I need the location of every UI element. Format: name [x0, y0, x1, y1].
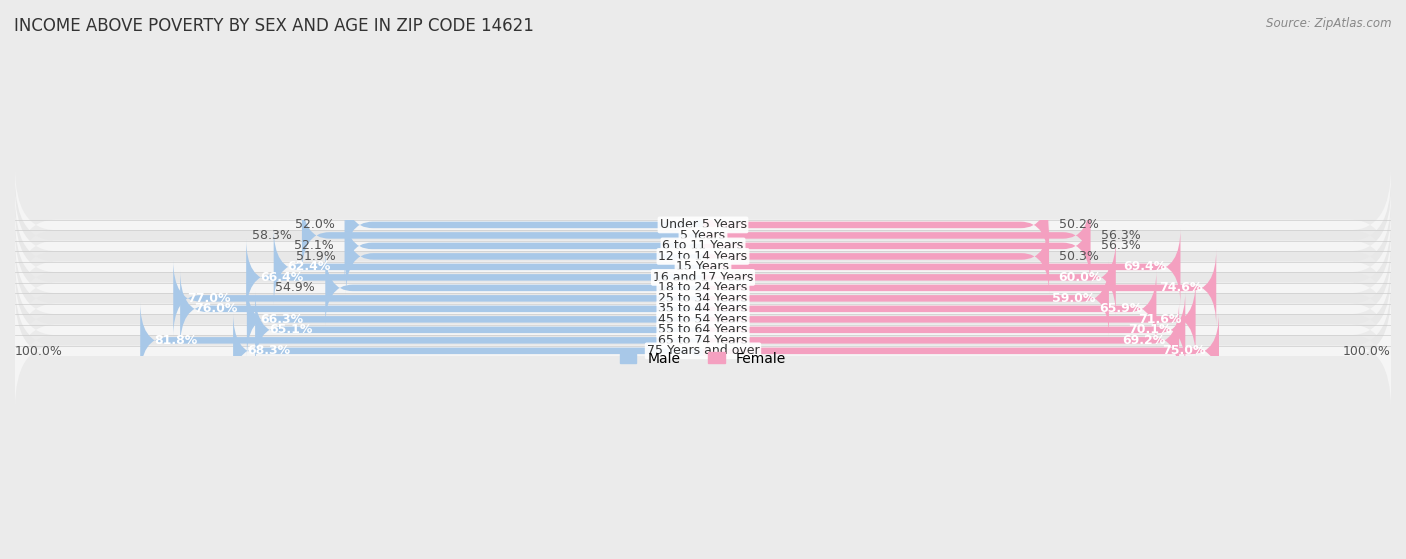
- Text: 54.9%: 54.9%: [276, 281, 315, 295]
- FancyBboxPatch shape: [141, 302, 703, 379]
- FancyBboxPatch shape: [302, 197, 703, 274]
- FancyBboxPatch shape: [15, 241, 1391, 356]
- FancyBboxPatch shape: [346, 186, 703, 264]
- Text: 15 Years: 15 Years: [676, 260, 730, 273]
- Text: 5 Years: 5 Years: [681, 229, 725, 242]
- Text: 70.1%: 70.1%: [1128, 323, 1171, 337]
- FancyBboxPatch shape: [15, 283, 1391, 398]
- Text: 18 to 24 Years: 18 to 24 Years: [658, 281, 748, 295]
- Text: 35 to 44 Years: 35 to 44 Years: [658, 302, 748, 315]
- Text: 68.3%: 68.3%: [247, 344, 290, 357]
- Text: 100.0%: 100.0%: [15, 345, 63, 358]
- FancyBboxPatch shape: [15, 230, 1391, 345]
- Text: 71.6%: 71.6%: [1139, 313, 1182, 326]
- Text: 66.3%: 66.3%: [260, 313, 304, 326]
- FancyBboxPatch shape: [325, 249, 703, 326]
- FancyBboxPatch shape: [15, 272, 1391, 387]
- Text: 6 to 11 Years: 6 to 11 Years: [662, 239, 744, 253]
- FancyBboxPatch shape: [703, 228, 1181, 306]
- Text: 65 to 74 Years: 65 to 74 Years: [658, 334, 748, 347]
- FancyBboxPatch shape: [254, 291, 703, 368]
- Text: 60.0%: 60.0%: [1059, 271, 1102, 284]
- Text: 75.0%: 75.0%: [1161, 344, 1205, 357]
- FancyBboxPatch shape: [246, 239, 703, 316]
- FancyBboxPatch shape: [703, 186, 1049, 264]
- Text: 52.1%: 52.1%: [294, 239, 335, 253]
- FancyBboxPatch shape: [15, 178, 1391, 293]
- Text: 81.8%: 81.8%: [155, 334, 197, 347]
- FancyBboxPatch shape: [703, 291, 1185, 368]
- FancyBboxPatch shape: [703, 312, 1219, 390]
- Text: 56.3%: 56.3%: [1101, 229, 1140, 242]
- Text: Under 5 Years: Under 5 Years: [659, 219, 747, 231]
- FancyBboxPatch shape: [346, 217, 703, 295]
- Text: 65.1%: 65.1%: [269, 323, 312, 337]
- FancyBboxPatch shape: [233, 312, 703, 390]
- Text: 51.9%: 51.9%: [295, 250, 336, 263]
- Text: 50.3%: 50.3%: [1059, 250, 1099, 263]
- FancyBboxPatch shape: [703, 281, 1195, 358]
- FancyBboxPatch shape: [344, 207, 703, 285]
- FancyBboxPatch shape: [703, 260, 1109, 337]
- Text: Source: ZipAtlas.com: Source: ZipAtlas.com: [1267, 17, 1392, 30]
- FancyBboxPatch shape: [703, 197, 1090, 274]
- Text: 12 to 14 Years: 12 to 14 Years: [658, 250, 748, 263]
- Text: 55 to 64 Years: 55 to 64 Years: [658, 323, 748, 337]
- Text: 52.0%: 52.0%: [295, 219, 335, 231]
- Text: 59.0%: 59.0%: [1052, 292, 1095, 305]
- FancyBboxPatch shape: [15, 188, 1391, 304]
- Text: 74.6%: 74.6%: [1159, 281, 1202, 295]
- Legend: Male, Female: Male, Female: [620, 352, 786, 366]
- FancyBboxPatch shape: [15, 293, 1391, 409]
- Text: 69.2%: 69.2%: [1122, 334, 1166, 347]
- FancyBboxPatch shape: [15, 262, 1391, 377]
- Text: 16 and 17 Years: 16 and 17 Years: [652, 271, 754, 284]
- FancyBboxPatch shape: [15, 251, 1391, 367]
- FancyBboxPatch shape: [274, 228, 703, 306]
- FancyBboxPatch shape: [173, 260, 703, 337]
- FancyBboxPatch shape: [15, 209, 1391, 325]
- Text: 75 Years and over: 75 Years and over: [647, 344, 759, 357]
- FancyBboxPatch shape: [703, 302, 1180, 379]
- Text: 77.0%: 77.0%: [187, 292, 231, 305]
- Text: 62.4%: 62.4%: [287, 260, 330, 273]
- FancyBboxPatch shape: [15, 167, 1391, 283]
- Text: 76.0%: 76.0%: [194, 302, 238, 315]
- Text: 56.3%: 56.3%: [1101, 239, 1140, 253]
- FancyBboxPatch shape: [703, 239, 1116, 316]
- FancyBboxPatch shape: [703, 207, 1090, 285]
- FancyBboxPatch shape: [180, 270, 703, 348]
- FancyBboxPatch shape: [703, 217, 1049, 295]
- FancyBboxPatch shape: [247, 281, 703, 358]
- Text: 65.9%: 65.9%: [1099, 302, 1143, 315]
- Text: 45 to 54 Years: 45 to 54 Years: [658, 313, 748, 326]
- Text: 50.2%: 50.2%: [1059, 219, 1098, 231]
- Text: 69.4%: 69.4%: [1123, 260, 1167, 273]
- Text: INCOME ABOVE POVERTY BY SEX AND AGE IN ZIP CODE 14621: INCOME ABOVE POVERTY BY SEX AND AGE IN Z…: [14, 17, 534, 35]
- Text: 58.3%: 58.3%: [252, 229, 291, 242]
- Text: 25 to 34 Years: 25 to 34 Years: [658, 292, 748, 305]
- FancyBboxPatch shape: [703, 249, 1216, 326]
- FancyBboxPatch shape: [15, 198, 1391, 314]
- Text: 66.4%: 66.4%: [260, 271, 304, 284]
- Text: 100.0%: 100.0%: [1343, 345, 1391, 358]
- FancyBboxPatch shape: [703, 270, 1156, 348]
- FancyBboxPatch shape: [15, 220, 1391, 335]
